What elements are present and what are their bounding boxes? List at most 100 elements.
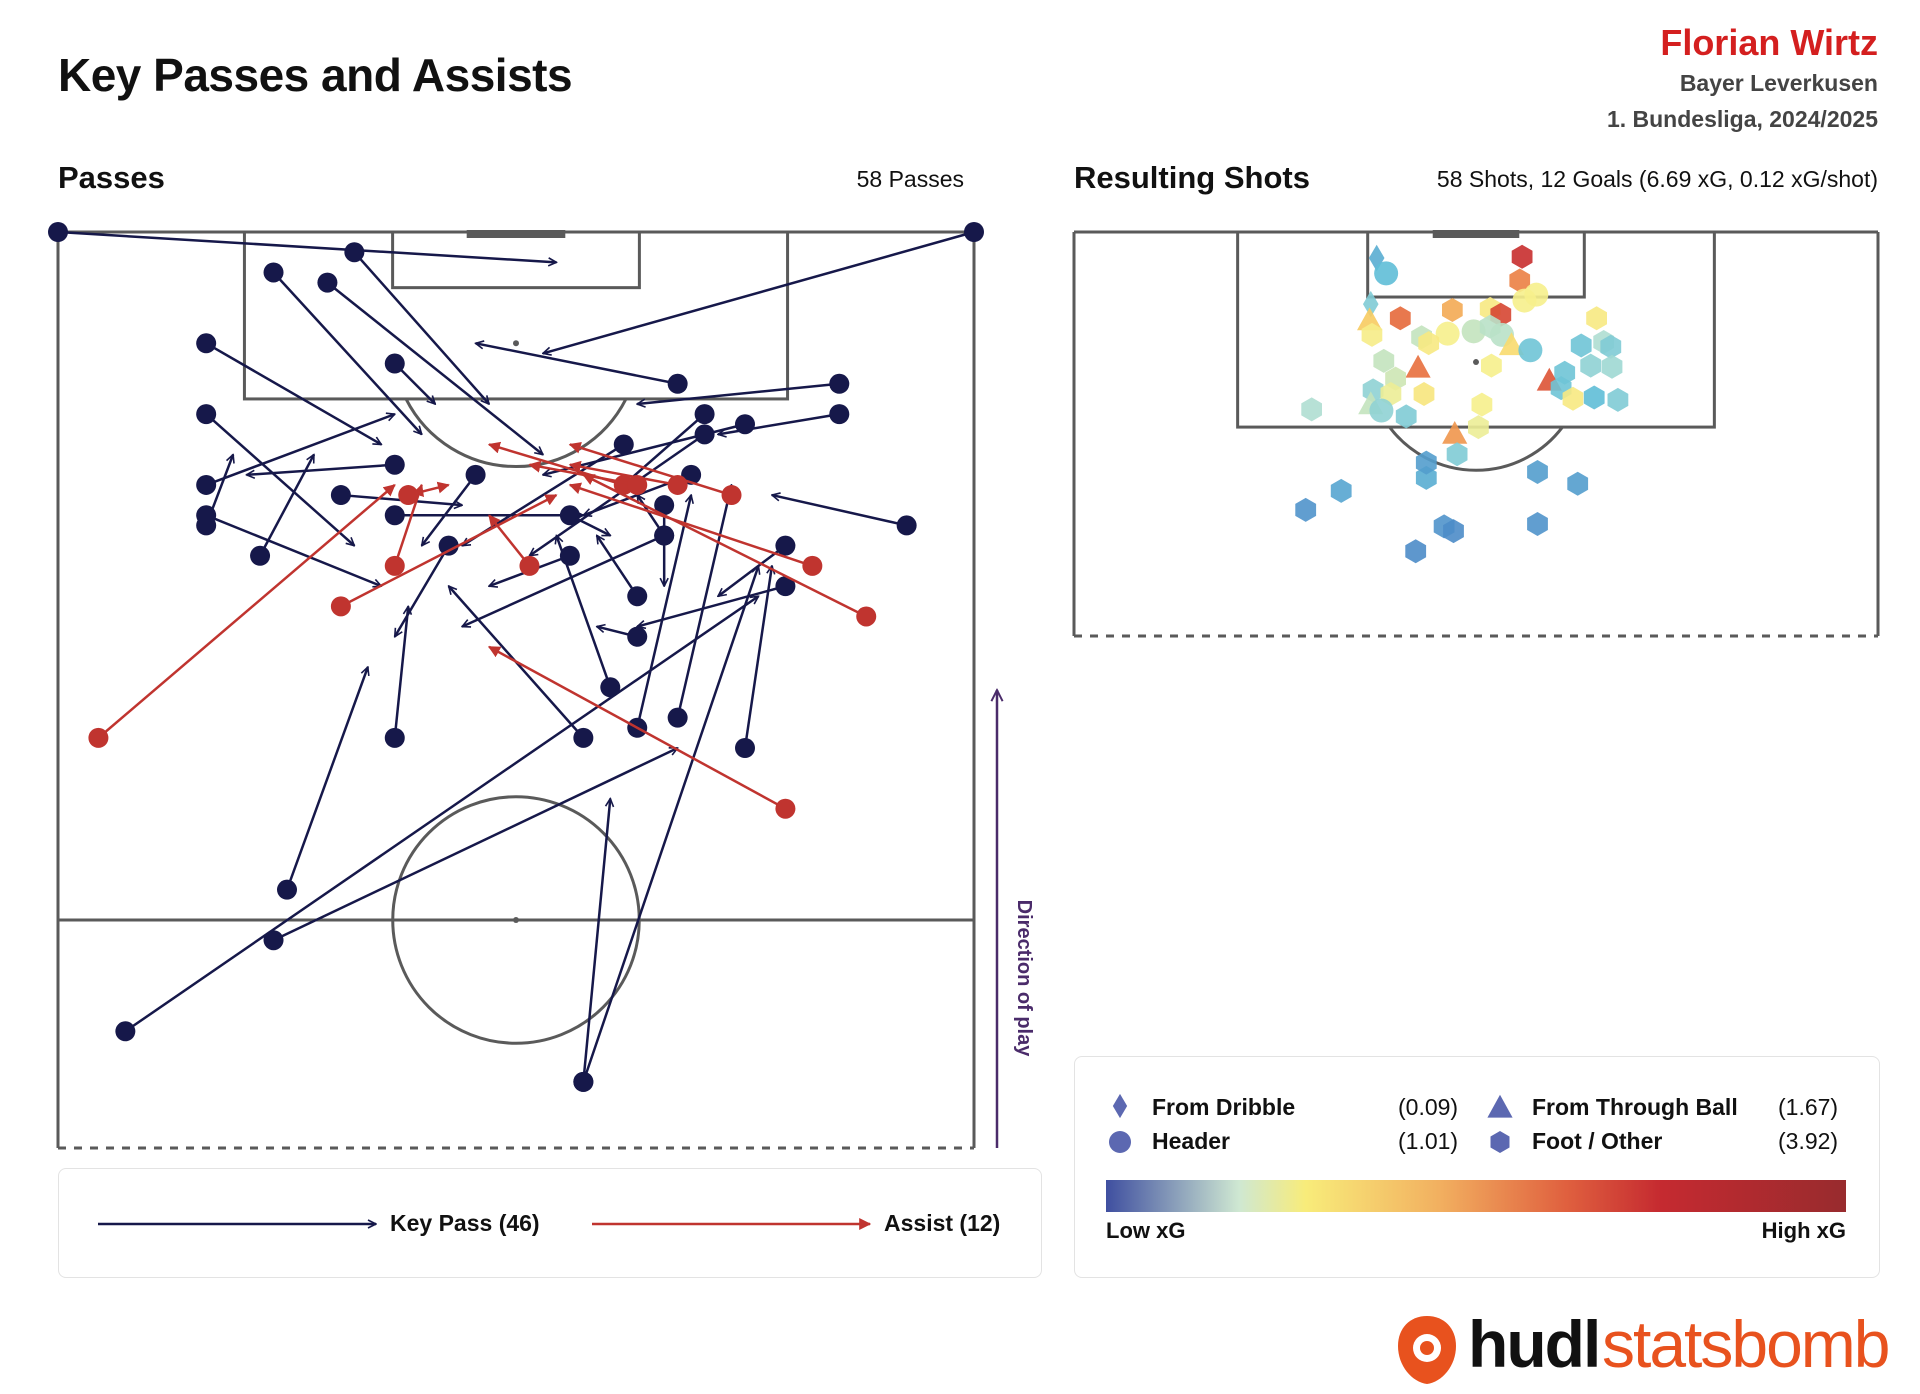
shot-header-mark: [1518, 338, 1543, 363]
key-pass-origin-point: [317, 272, 338, 293]
shot-foot-mark: [1395, 404, 1417, 429]
key-pass-line: [205, 413, 354, 546]
shots-summary-label: 58 Shots, 12 Goals (6.69 xG, 0.12 xG/sho…: [1436, 166, 1878, 192]
assist-line: [568, 482, 813, 568]
goal: [1432, 230, 1520, 238]
key-pass-origin-point: [263, 930, 284, 951]
key-pass-line: [582, 799, 610, 1083]
key-pass-origin-point: [573, 1071, 594, 1092]
key-pass-line: [543, 230, 975, 353]
direction-of-play-label: Direction of play: [1013, 900, 1035, 1058]
shot-foot-mark: [1295, 497, 1317, 522]
shot-foot-mark: [1481, 353, 1502, 378]
shots-layer: [1295, 244, 1629, 564]
key-pass-origin-point: [263, 262, 284, 283]
key-pass-origin-point: [344, 242, 365, 263]
key-pass-line: [595, 536, 639, 597]
brand-hudl: hudl: [1468, 1307, 1601, 1381]
foot-legend-value: (3.92): [1778, 1128, 1839, 1154]
header-legend-value: (1.01): [1398, 1128, 1459, 1154]
team-name: Bayer Leverkusen: [1679, 70, 1878, 96]
assist-line: [488, 645, 787, 810]
assist-origin-point: [330, 596, 351, 617]
assist-origin-point: [384, 555, 405, 576]
shot-header-mark: [1461, 319, 1486, 344]
key-pass-line: [124, 595, 758, 1033]
assist-origin-point: [856, 606, 877, 627]
centre-spot: [513, 917, 519, 923]
shot-foot-mark: [1442, 298, 1463, 322]
key-pass-origin-point: [964, 222, 984, 242]
shot-foot-mark: [1362, 378, 1384, 403]
through-ball-legend-value: (1.67): [1778, 1094, 1839, 1120]
key-pass-origin-point: [115, 1021, 136, 1042]
statsbomb-logo-icon: [1398, 1316, 1456, 1384]
assist-line: [582, 473, 867, 618]
key-pass-line: [393, 545, 450, 637]
shots-panel-title: Resulting Shots: [1074, 160, 1310, 195]
through-ball-legend-icon: [1487, 1094, 1513, 1118]
key-pass-line: [272, 746, 678, 942]
key-pass-origin-point: [775, 576, 796, 597]
passes-count-label: 58 Passes: [856, 166, 964, 192]
through-ball-legend-label: From Through Ball: [1532, 1094, 1738, 1120]
shot-foot-mark: [1527, 460, 1548, 484]
shot-foot-mark: [1527, 512, 1548, 536]
key-pass-origin-point: [384, 454, 405, 475]
key-pass-origin-point: [250, 545, 271, 566]
assist-origin-point: [802, 555, 823, 576]
key-pass-line: [637, 382, 840, 404]
shot-through-ball-mark: [1356, 307, 1383, 331]
shot-foot-mark: [1415, 465, 1437, 490]
key-pass-line: [57, 230, 556, 262]
key-pass-line: [582, 566, 758, 1083]
shot-header-mark: [1435, 321, 1460, 346]
assist-origin-point: [88, 727, 109, 748]
shot-foot-mark: [1567, 471, 1589, 496]
key-pass-origin-point: [196, 505, 217, 526]
assist-origin-point: [519, 555, 540, 576]
passes-layer: [48, 222, 984, 1092]
shot-foot-mark: [1373, 348, 1395, 373]
key-pass-origin-point: [196, 333, 217, 354]
shot-through-ball-mark: [1498, 332, 1525, 356]
key-pass-line: [422, 474, 477, 546]
key-pass-origin-point: [667, 373, 688, 394]
assist-line: [488, 514, 531, 567]
assist-line: [97, 483, 396, 739]
key-pass-line: [205, 414, 395, 487]
key-pass-line: [636, 495, 691, 729]
penalty-arc: [1388, 426, 1564, 472]
assist-origin-point: [398, 485, 419, 506]
shot-header-mark: [1374, 261, 1399, 286]
key-pass-line: [462, 534, 665, 627]
key-pass-origin-point: [627, 586, 648, 607]
key-pass-origin-point: [384, 727, 405, 748]
shot-foot-mark: [1361, 322, 1383, 347]
key-pass-origin-point: [775, 535, 796, 556]
legend-marks: [98, 1093, 1513, 1230]
assist-legend-label: Assist (12): [884, 1210, 1001, 1236]
shot-foot-mark: [1570, 333, 1592, 358]
shot-foot-mark: [1562, 386, 1584, 411]
shot-dribble-mark: [1362, 290, 1379, 318]
key-pass-line: [743, 566, 772, 749]
shot-foot-mark: [1511, 244, 1533, 269]
shot-foot-mark: [1418, 331, 1440, 356]
foot-legend-label: Foot / Other: [1532, 1128, 1663, 1154]
key-pass-line: [556, 536, 612, 688]
shot-foot-mark: [1415, 450, 1437, 475]
passes-pitch: [56, 230, 976, 1150]
shot-foot-mark: [1586, 306, 1607, 331]
key-pass-legend-label: Key Pass (46): [390, 1210, 540, 1236]
assist-line: [568, 460, 678, 487]
key-pass-origin-point: [829, 373, 850, 394]
penalty-area: [242, 230, 790, 401]
key-pass-origin-point: [600, 677, 621, 698]
penalty-spot: [513, 340, 519, 347]
key-pass-line: [529, 433, 706, 557]
shot-foot-mark: [1583, 385, 1605, 410]
assist-origin-point: [667, 474, 688, 495]
penalty-spot: [1473, 359, 1479, 366]
